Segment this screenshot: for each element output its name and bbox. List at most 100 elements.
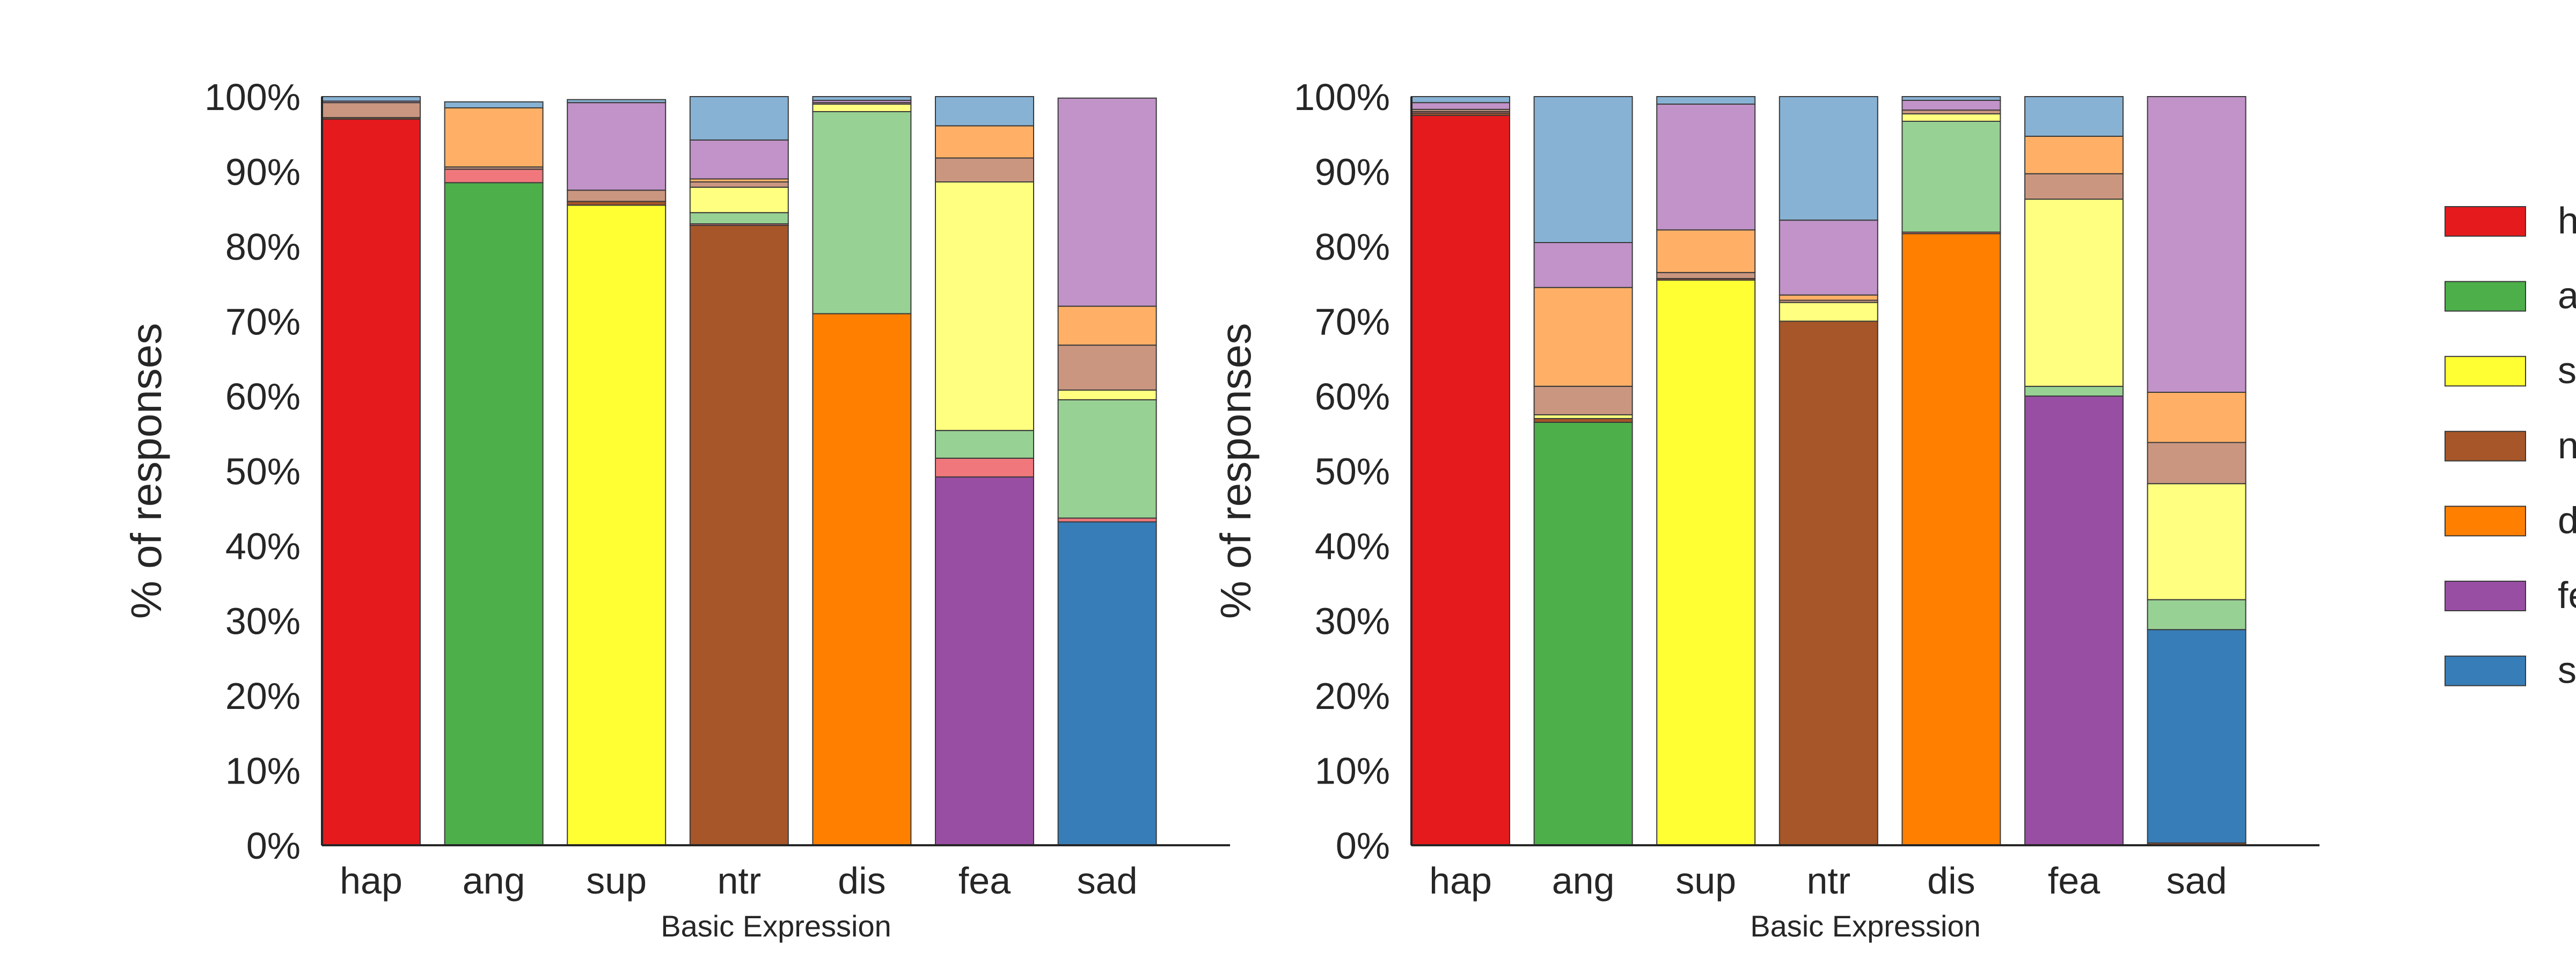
y-tick-label: 50% bbox=[1315, 451, 1390, 493]
bar-segment-ang-s11 bbox=[1533, 287, 1633, 387]
bar-segment-sad-s9 bbox=[2147, 483, 2246, 601]
bar-segment-dis-s8 bbox=[812, 111, 912, 314]
bar-segment-sad-s8 bbox=[1057, 399, 1157, 519]
y-tick-label: 10% bbox=[225, 750, 301, 792]
bar-segment-sup-s2 bbox=[567, 204, 667, 846]
legend-swatch bbox=[2445, 356, 2526, 387]
x-tick-label-fea: fea bbox=[2048, 860, 2100, 902]
bar-segment-hap-s0 bbox=[321, 118, 421, 846]
legend-swatch bbox=[2445, 506, 2526, 537]
bar-segment-fea-s11 bbox=[2024, 135, 2124, 174]
bar-segment-sup-s12 bbox=[567, 102, 667, 191]
y-tick-label: 10% bbox=[1315, 750, 1390, 792]
bar-segment-sup-s13 bbox=[567, 99, 667, 104]
y-tick-label: 40% bbox=[225, 525, 301, 567]
bar-segment-sad-s9 bbox=[1057, 389, 1157, 400]
y-tick-label: 20% bbox=[225, 675, 301, 717]
bar-segment-sup-s3 bbox=[567, 201, 667, 206]
bar-segment-ntr-s3 bbox=[689, 224, 789, 846]
y-tick-label: 50% bbox=[225, 451, 301, 493]
bar-segment-sad-s12 bbox=[2147, 96, 2246, 393]
bar-segment-ang-s12 bbox=[1533, 242, 1633, 288]
y-tick-label: 0% bbox=[246, 825, 301, 867]
bar-segment-sad-s11 bbox=[2147, 392, 2246, 443]
y-tick-label: 90% bbox=[1315, 151, 1390, 193]
bar-segment-fea-s5 bbox=[2024, 396, 2124, 846]
bar-segment-sad-s10 bbox=[1057, 345, 1157, 391]
x-axis-label: Basic Expression bbox=[1750, 909, 1981, 943]
bar-segment-sad-s8 bbox=[2147, 599, 2246, 631]
bar-segment-ntr-s3 bbox=[1779, 320, 1878, 846]
y-tick-label: 30% bbox=[1315, 601, 1390, 642]
y-tick-label: 100% bbox=[1294, 76, 1390, 118]
x-tick-label-ntr: ntr bbox=[1806, 860, 1850, 902]
y-tick-label: 60% bbox=[225, 376, 301, 418]
y-tick-label: 60% bbox=[1315, 376, 1390, 418]
bar-segment-fea-s13 bbox=[2024, 96, 2124, 137]
bar-segment-fea-s13 bbox=[935, 96, 1034, 127]
bar-segment-dis-s4 bbox=[1901, 233, 2001, 846]
bar-segment-dis-s12 bbox=[1901, 100, 2001, 111]
y-tick-label: 20% bbox=[1315, 675, 1390, 717]
bar-segment-sup-s13 bbox=[1656, 96, 1756, 105]
bar-segment-dis-s13 bbox=[812, 96, 912, 101]
bar-segment-sad-s10 bbox=[2147, 442, 2246, 485]
bar-segment-dis-s8 bbox=[1901, 121, 2001, 233]
bar-segment-hap-s10 bbox=[321, 102, 421, 119]
bar-segment-ntr-s10 bbox=[689, 181, 789, 188]
bar-segment-ang-s13 bbox=[1533, 96, 1633, 243]
bar-segment-sad-s6 bbox=[2147, 629, 2246, 844]
y-tick-label: 40% bbox=[1315, 525, 1390, 567]
x-tick-label-hap: hap bbox=[1429, 860, 1492, 902]
x-tick-label-sad: sad bbox=[2167, 860, 2227, 902]
bar-segment-fea-s11 bbox=[935, 125, 1034, 159]
x-tick-label-sup: sup bbox=[586, 860, 647, 902]
bar-segment-ntr-s11 bbox=[1779, 294, 1878, 301]
bar-segment-dis-s9 bbox=[812, 104, 912, 112]
bar-segment-ntr-s8 bbox=[689, 212, 789, 225]
y-tick-label: 30% bbox=[225, 601, 301, 642]
bar-segment-fea-s8 bbox=[2024, 385, 2124, 397]
bar-segment-hap-s13 bbox=[1411, 96, 1510, 104]
bar-segment-sup-s2 bbox=[1656, 279, 1756, 846]
legend-label: s bbox=[2558, 649, 2576, 691]
y-tick-label: 80% bbox=[225, 226, 301, 268]
x-tick-label-sad: sad bbox=[1077, 860, 1138, 902]
bar-segment-sup-s11 bbox=[1656, 229, 1756, 273]
legend-swatch bbox=[2445, 281, 2526, 312]
bar-segment-dis-s4 bbox=[812, 313, 912, 846]
y-axis-label: % of responses bbox=[1212, 323, 1260, 619]
bar-segment-ang-s1 bbox=[444, 182, 544, 846]
x-tick-label-fea: fea bbox=[958, 860, 1011, 902]
bar-segment-hap-s12 bbox=[1411, 102, 1510, 110]
bar-segment-ang-s3 bbox=[1533, 418, 1633, 423]
legend-label: fe bbox=[2558, 574, 2576, 616]
legend-swatch bbox=[2445, 206, 2526, 237]
bar-segment-fea-s5 bbox=[935, 476, 1034, 846]
bar-segment-ang-s11 bbox=[444, 107, 544, 168]
y-tick-label: 70% bbox=[225, 301, 301, 343]
x-tick-label-ang: ang bbox=[463, 860, 525, 902]
legend-label: s bbox=[2558, 349, 2576, 391]
legend-swatch bbox=[2445, 581, 2526, 611]
legend-swatch bbox=[2445, 430, 2526, 462]
x-tick-label-dis: dis bbox=[1927, 860, 1975, 902]
y-tick-label: 0% bbox=[1336, 825, 1390, 867]
bar-segment-sad-s7 bbox=[1057, 517, 1157, 523]
bar-segment-ang-s7 bbox=[444, 169, 544, 184]
y-tick-label: 100% bbox=[204, 76, 301, 118]
bar-segment-dis-s10 bbox=[1901, 109, 2001, 115]
bar-segment-sad-s11 bbox=[1057, 305, 1157, 346]
bar-segment-sup-s12 bbox=[1656, 104, 1756, 231]
bar-segment-ntr-s9 bbox=[1779, 302, 1878, 322]
legend-swatch bbox=[2445, 655, 2526, 686]
bar-segment-ntr-s12 bbox=[689, 139, 789, 180]
x-tick-label-dis: dis bbox=[838, 860, 885, 902]
bar-segment-sup-s10 bbox=[567, 189, 667, 202]
bar-segment-ntr-s12 bbox=[1779, 219, 1878, 296]
bar-segment-fea-s10 bbox=[2024, 173, 2124, 200]
x-tick-label-sup: sup bbox=[1675, 860, 1736, 902]
bar-segment-ang-s10 bbox=[1533, 385, 1633, 415]
bar-segment-fea-s9 bbox=[2024, 199, 2124, 387]
